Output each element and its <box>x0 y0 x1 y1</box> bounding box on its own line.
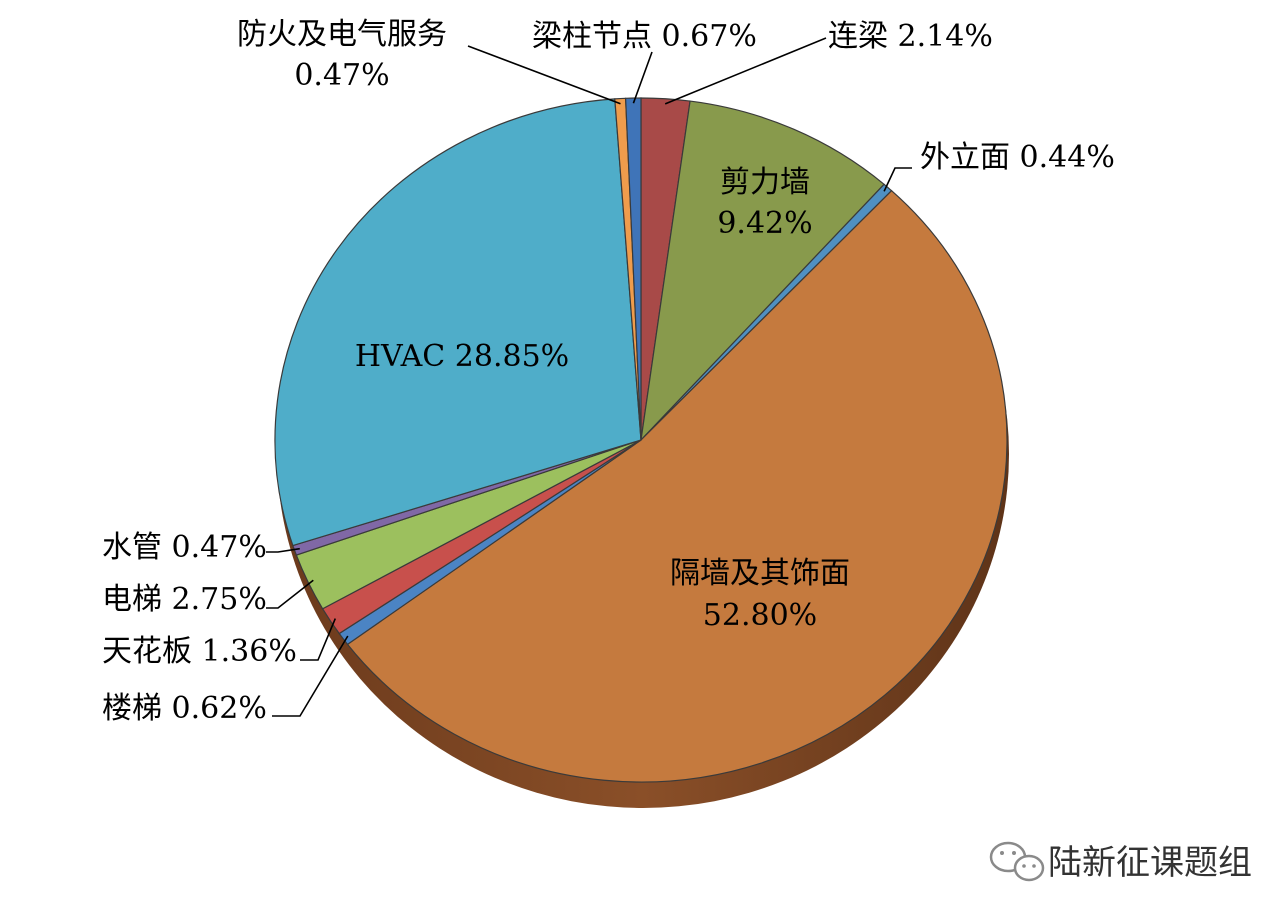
label-louti: 楼梯 0.62% <box>102 691 267 726</box>
label-wailimian: 外立面 0.44% <box>920 140 1115 175</box>
wechat-icon <box>989 841 1045 882</box>
leader-lines <box>266 37 912 717</box>
label-geqiang-pct: 52.80% <box>703 598 817 633</box>
pie-slice-8 <box>274 98 642 547</box>
watermark: 陆新征课题组 <box>989 841 1252 883</box>
pie-slices <box>274 97 1008 783</box>
leader-line-6 <box>266 579 314 609</box>
label-dianti: 电梯 2.75% <box>102 582 267 617</box>
pie-slice-10 <box>624 97 642 441</box>
label-lianliang: 连梁 2.14% <box>828 19 993 54</box>
leader-line-0 <box>664 37 827 105</box>
label-jianliqiang-pct: 9.42% <box>717 206 812 241</box>
leader-line-4 <box>272 635 349 717</box>
label-fanghuo-pct: 0.47% <box>294 58 389 93</box>
leader-line-9 <box>467 45 621 105</box>
pie-slice-3 <box>346 189 1008 783</box>
label-hvac: HVAC 28.85% <box>355 339 569 374</box>
leader-line-10 <box>632 51 653 104</box>
leader-line-5 <box>300 618 337 661</box>
leader-line-2 <box>883 167 912 192</box>
label-shuiguan: 水管 0.47% <box>102 530 267 565</box>
label-jianliqiang: 剪力墙 <box>720 165 810 200</box>
watermark-text: 陆新征课题组 <box>1048 843 1252 883</box>
label-liangzhu: 梁柱节点 0.67% <box>532 19 757 54</box>
pie-slice-1 <box>640 100 885 442</box>
label-geqiang: 隔墙及其饰面 <box>670 556 850 591</box>
leader-line-7 <box>266 547 300 553</box>
label-tianhuaban: 天花板 1.36% <box>102 634 297 669</box>
slice-labels: 连梁 2.14% 剪力墙 9.42% 外立面 0.44% 隔墙及其饰面 52.8… <box>102 17 1115 726</box>
label-fanghuo: 防火及电气服务 <box>237 17 447 52</box>
